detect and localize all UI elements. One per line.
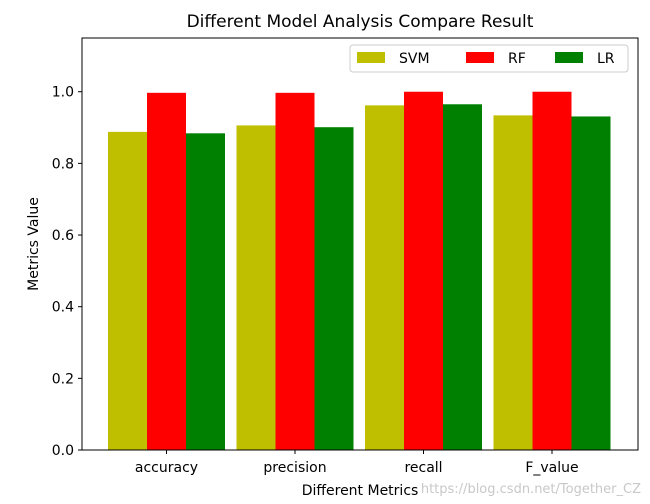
y-tick-label: 0.6 [52,228,74,244]
plot-frame [81,37,639,451]
bar-svm-f_value [493,115,533,451]
legend-label-lr: LR [597,51,615,67]
legend-swatch-lr [555,52,583,63]
bar-rf-precision [275,92,315,451]
x-axis-label: Different Metrics [302,483,419,499]
legend: SVM RF LR [349,44,629,73]
x-tick-label: F_value [525,460,578,476]
bar-lr-precision [314,127,354,450]
bar-svm-precision [236,125,276,450]
legend-label-rf: RF [508,51,526,67]
bar-lr-recall [443,104,482,450]
y-tick-label: 0.8 [52,156,74,172]
bar-lr-f_value [571,116,611,450]
legend-swatch-rf [466,52,494,63]
x-tick-label: precision [263,460,326,476]
legend-label-svm: SVM [399,51,430,67]
bar-svm-recall [365,105,404,451]
legend-swatch-svm [357,52,385,63]
y-tick-label: 0.0 [52,443,74,459]
y-tick-label: 1.0 [52,85,74,101]
bar-lr-accuracy [186,133,225,450]
bar-rf-accuracy [147,92,186,451]
y-axis: 0.0 0.2 0.4 0.6 0.8 1.0 [52,85,82,459]
chart-title: Different Model Analysis Compare Result [187,12,534,32]
bar-svm-accuracy [108,131,147,450]
bar-rf-f_value [532,91,572,450]
bars-group [108,91,611,451]
y-axis-label: Metrics Value [26,197,42,291]
y-tick-label: 0.2 [52,371,74,387]
x-tick-label: recall [404,460,442,476]
y-tick-label: 0.4 [52,300,74,316]
x-axis: accuracy precision recall F_value [135,450,579,476]
bar-rf-recall [404,91,443,450]
watermark: https://blog.csdn.net/Together_CZ [421,482,641,497]
x-tick-label: accuracy [135,460,198,476]
